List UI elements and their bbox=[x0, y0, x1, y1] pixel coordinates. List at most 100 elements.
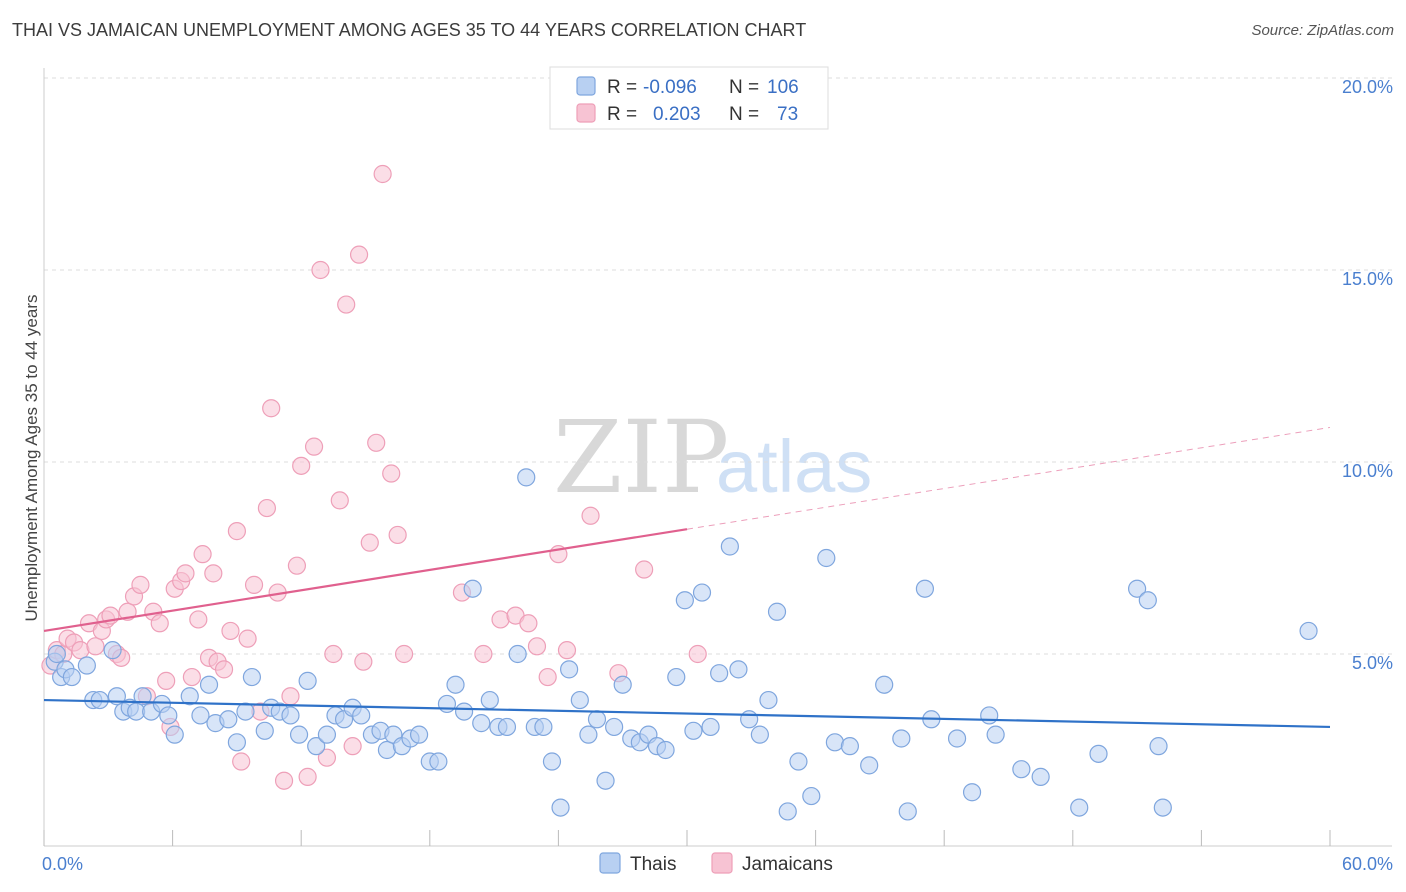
data-point bbox=[189, 610, 208, 629]
data-point bbox=[289, 725, 309, 744]
data-point bbox=[875, 675, 894, 694]
legend-n-label-jamaicans: N = bbox=[729, 104, 759, 125]
data-point bbox=[133, 687, 152, 706]
data-point bbox=[463, 579, 482, 598]
data-point bbox=[454, 702, 474, 721]
data-point bbox=[825, 733, 844, 752]
data-point bbox=[317, 725, 337, 744]
data-point bbox=[227, 733, 246, 752]
data-point bbox=[560, 660, 579, 679]
data-point bbox=[656, 740, 675, 760]
thais-points bbox=[45, 468, 1318, 821]
data-point bbox=[497, 717, 517, 737]
data-point bbox=[860, 756, 879, 775]
data-point bbox=[898, 802, 917, 821]
data-point bbox=[557, 641, 577, 660]
data-point bbox=[199, 675, 219, 694]
data-point bbox=[551, 798, 570, 817]
legend-n-value-jamaicans: 73 bbox=[777, 104, 798, 125]
watermark-atlas: atlas bbox=[716, 425, 872, 508]
data-point bbox=[480, 690, 499, 710]
data-point bbox=[388, 525, 407, 545]
data-point bbox=[667, 667, 686, 687]
data-point bbox=[281, 687, 300, 706]
data-point bbox=[688, 644, 707, 664]
data-point bbox=[519, 614, 538, 633]
data-point bbox=[47, 644, 66, 664]
data-point bbox=[377, 740, 397, 760]
data-point bbox=[962, 783, 982, 802]
data-point bbox=[802, 786, 821, 806]
data-point bbox=[191, 706, 210, 725]
data-point bbox=[570, 690, 589, 710]
data-point bbox=[176, 564, 195, 583]
data-point bbox=[150, 614, 169, 633]
data-point bbox=[292, 456, 311, 475]
series-legend: Thais Jamaicans bbox=[599, 852, 833, 875]
data-point bbox=[778, 802, 797, 821]
grid: 5.0% 10.0% 15.0% 20.0% bbox=[44, 77, 1393, 673]
data-point bbox=[274, 771, 294, 790]
data-point bbox=[343, 737, 362, 756]
data-point bbox=[182, 667, 201, 687]
data-point bbox=[542, 752, 562, 771]
data-point bbox=[287, 556, 307, 575]
data-point bbox=[474, 644, 493, 664]
data-point bbox=[527, 637, 547, 656]
y-axis-title: Unemployment Among Ages 35 to 44 years bbox=[22, 295, 41, 622]
data-point bbox=[729, 660, 748, 679]
data-point bbox=[238, 629, 257, 648]
legend-n-label-thais: N = bbox=[729, 77, 759, 98]
jamaicans-points bbox=[41, 164, 707, 790]
data-point bbox=[354, 652, 373, 671]
data-point bbox=[159, 706, 178, 725]
watermark: ZIP atlas bbox=[553, 399, 872, 516]
data-point bbox=[605, 717, 624, 737]
data-point bbox=[409, 725, 429, 744]
data-point bbox=[491, 610, 510, 629]
legend-r-label-jamaicans: R = bbox=[607, 104, 637, 125]
data-point bbox=[257, 498, 277, 518]
bottom-legend-swatch-thais bbox=[599, 852, 621, 874]
data-point bbox=[579, 725, 598, 744]
trend-line-jamaicans bbox=[43, 528, 688, 633]
bottom-legend-swatch-jamaicans bbox=[711, 852, 733, 874]
data-point bbox=[298, 767, 317, 786]
data-point bbox=[472, 714, 491, 733]
data-point bbox=[817, 548, 836, 568]
watermark-zip: ZIP bbox=[553, 399, 729, 516]
data-point bbox=[236, 702, 255, 721]
y-tick-label: 10.0% bbox=[1342, 461, 1393, 481]
data-point bbox=[281, 706, 300, 725]
data-point bbox=[86, 637, 105, 656]
data-point bbox=[517, 468, 536, 487]
data-point bbox=[1153, 798, 1172, 817]
data-point bbox=[307, 737, 326, 756]
data-point bbox=[244, 575, 264, 594]
data-point bbox=[214, 660, 234, 679]
data-point bbox=[349, 245, 369, 264]
data-point bbox=[1089, 744, 1108, 763]
data-point bbox=[720, 537, 739, 556]
data-point bbox=[840, 737, 859, 756]
data-point bbox=[71, 641, 90, 660]
data-point bbox=[1070, 798, 1089, 817]
data-point bbox=[892, 729, 911, 748]
data-point bbox=[242, 667, 262, 687]
data-point bbox=[255, 721, 274, 740]
data-point bbox=[581, 506, 600, 525]
data-point bbox=[692, 583, 712, 602]
data-point bbox=[437, 694, 457, 714]
data-point bbox=[227, 522, 246, 541]
data-point bbox=[193, 545, 212, 564]
legend-r-label-thais: R = bbox=[607, 77, 637, 98]
legend-r-value-jamaicans: 0.203 bbox=[653, 104, 701, 125]
data-point bbox=[180, 687, 199, 706]
data-point bbox=[538, 667, 557, 687]
data-point bbox=[429, 752, 448, 771]
data-point bbox=[675, 591, 694, 610]
chart-title: THAI VS JAMAICAN UNEMPLOYMENT AMONG AGES… bbox=[12, 20, 807, 40]
x-tick-label: 0.0% bbox=[42, 854, 83, 874]
x-tick-label: 60.0% bbox=[1342, 854, 1393, 874]
data-point bbox=[324, 644, 343, 664]
